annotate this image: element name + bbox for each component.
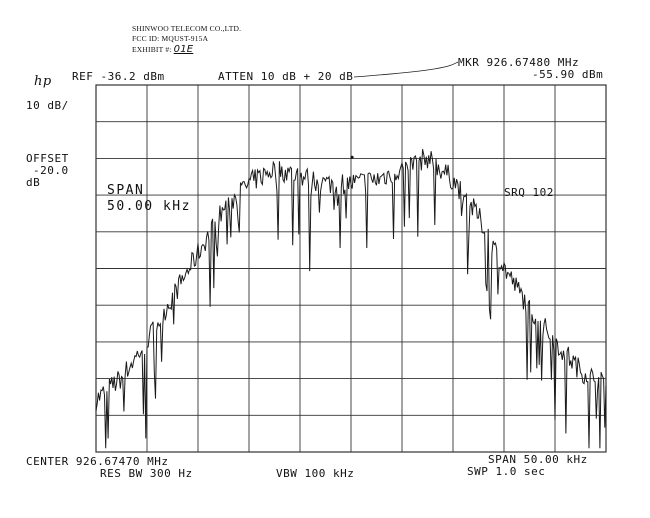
marker-leader-line: [353, 61, 459, 78]
exhibit-number: 01E: [173, 44, 194, 55]
span-annotation-label: SPAN: [107, 183, 145, 198]
reference-level: REF -36.2 dBm: [72, 70, 165, 83]
srq-annotation: SRQ 102: [504, 186, 554, 199]
scale-per-division: 10 dB/: [26, 99, 69, 112]
spectrum-trace: [95, 149, 607, 449]
attenuation: ATTEN 10 dB + 20 dB: [218, 70, 354, 83]
exhibit-fcc-id: FCC ID: MQUST-915A: [132, 34, 209, 43]
marker-level: -55.90 dBm: [532, 68, 604, 81]
offset-value: -20.0: [33, 164, 69, 177]
marker-point: [350, 155, 354, 159]
sweep-time: SWP 1.0 sec: [467, 465, 546, 478]
span-footer: SPAN 50.00 kHz: [488, 453, 588, 466]
center-frequency: CENTER 926.67470 MHz: [26, 455, 169, 468]
exhibit-label: EXHIBIT #: 01E: [132, 44, 194, 55]
marker-frequency: MKR 926.67480 MHz: [458, 56, 580, 69]
offset-label: OFFSET: [26, 152, 69, 165]
graticule: [95, 84, 607, 453]
video-bandwidth: VBW 100 kHz: [276, 467, 355, 480]
exhibit-company: SHINWOO TELECOM CO.,LTD.: [132, 24, 242, 33]
span-annotation-value: 50.00 kHz: [107, 199, 191, 214]
resolution-bandwidth: RES BW 300 Hz: [100, 467, 193, 480]
offset-unit: dB: [26, 176, 41, 189]
hp-logo: hp: [34, 74, 52, 89]
